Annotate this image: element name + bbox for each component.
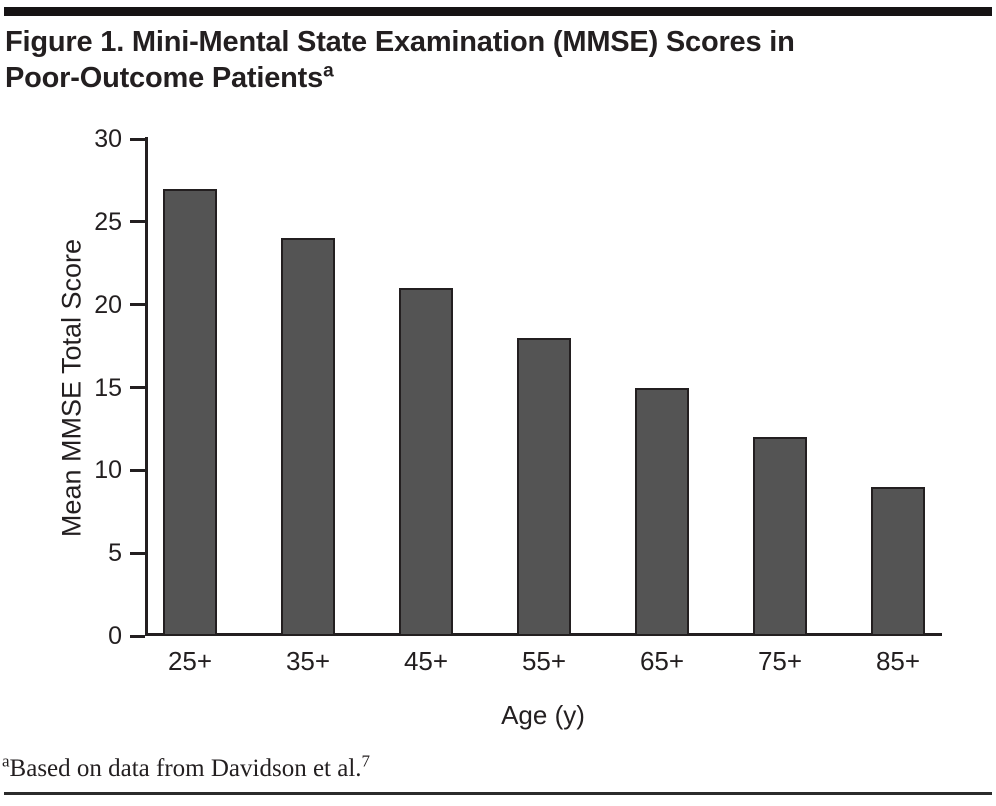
bar-75+ bbox=[753, 437, 807, 636]
y-tick-label-15: 15 bbox=[94, 373, 122, 402]
y-tick-label-30: 30 bbox=[94, 125, 122, 153]
figure-title: Figure 1. Mini-Mental State Examination … bbox=[5, 24, 955, 96]
y-tick-label-5: 5 bbox=[108, 539, 122, 568]
y-tick-mark-25 bbox=[130, 220, 145, 224]
y-tick-mark-0 bbox=[130, 634, 145, 638]
figure-title-superscript: a bbox=[323, 60, 334, 82]
y-tick-mark-30 bbox=[130, 137, 145, 141]
y-tick-label-25: 25 bbox=[94, 207, 122, 236]
y-axis-line bbox=[145, 137, 148, 636]
y-tick-label-10: 10 bbox=[94, 456, 122, 485]
bar-35+ bbox=[281, 238, 335, 636]
figure-title-line1: Figure 1. Mini-Mental State Examination … bbox=[5, 26, 795, 58]
footnote-text: Based on data from Davidson et al. bbox=[9, 755, 362, 782]
y-tick-mark-10 bbox=[130, 468, 145, 472]
x-tick-label-45+: 45+ bbox=[403, 646, 449, 676]
y-tick-label-0: 0 bbox=[108, 622, 122, 650]
bar-65+ bbox=[635, 387, 689, 636]
footnote-marker: a bbox=[2, 751, 10, 771]
bar-45+ bbox=[399, 288, 453, 636]
x-tick-label-75+: 75+ bbox=[757, 646, 803, 676]
bar-85+ bbox=[871, 486, 925, 636]
top-rule bbox=[4, 7, 992, 16]
y-tick-label-20: 20 bbox=[94, 290, 122, 319]
x-tick-label-35+: 35+ bbox=[285, 646, 331, 676]
y-tick-mark-15 bbox=[130, 386, 145, 389]
x-tick-label-65+: 65+ bbox=[639, 646, 685, 676]
bar-55+ bbox=[517, 337, 571, 636]
bar-25+ bbox=[163, 188, 217, 636]
y-tick-mark-5 bbox=[130, 551, 145, 555]
x-tick-label-85+: 85+ bbox=[875, 646, 921, 676]
figure-title-line2: Poor-Outcome Patients bbox=[5, 62, 324, 94]
x-tick-label-55+: 55+ bbox=[521, 646, 567, 676]
x-tick-label-25+: 25+ bbox=[167, 646, 213, 676]
x-axis-title: Age (y) bbox=[501, 700, 585, 730]
footnote-reference: 7 bbox=[361, 751, 371, 771]
y-tick-mark-20 bbox=[130, 303, 145, 307]
bottom-rule bbox=[4, 792, 992, 795]
footnote: aBased on data from Davidson et al.7 bbox=[2, 752, 370, 786]
